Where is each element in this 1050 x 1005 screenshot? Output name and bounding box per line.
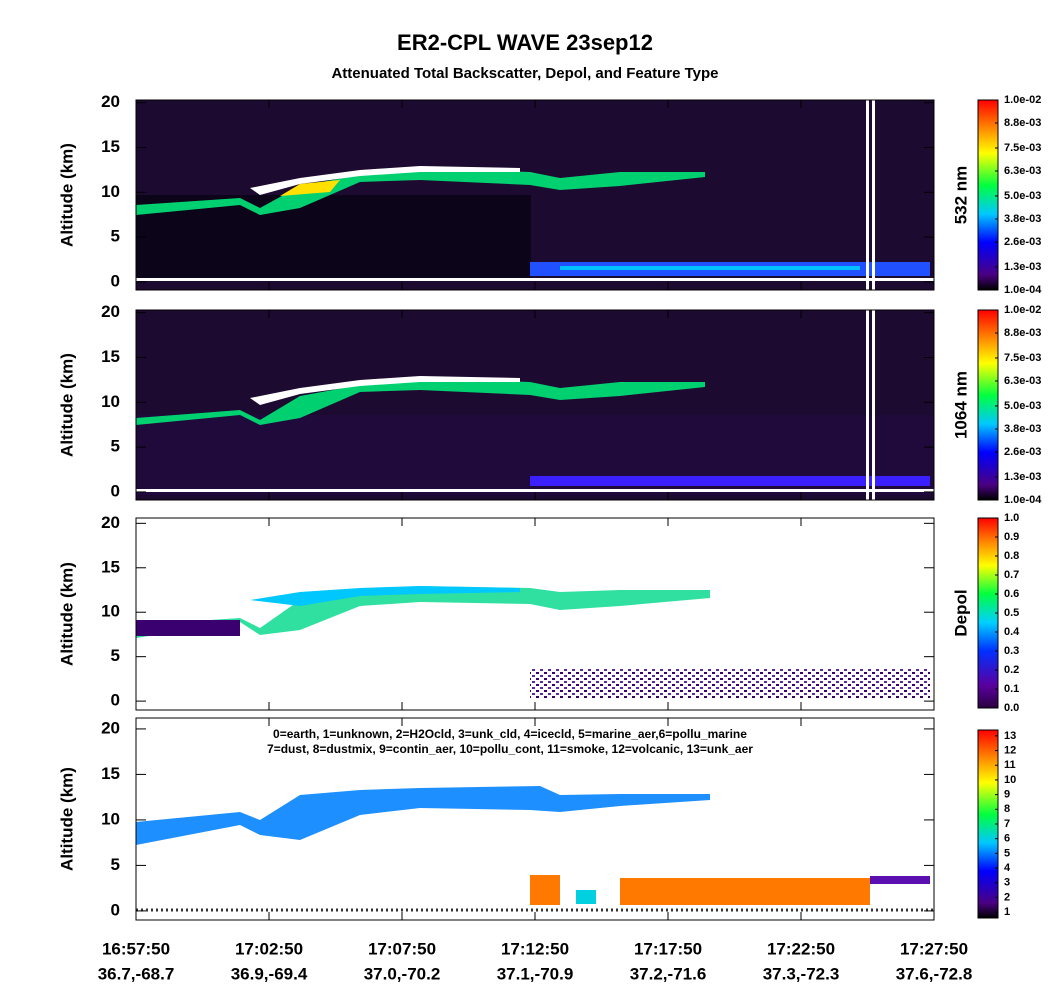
colorbar xyxy=(977,99,999,291)
colorbar-tick-label: 0.2 xyxy=(1004,664,1019,676)
x-tick-location: 37.1,-70.9 xyxy=(497,964,574,983)
colorbar-tick-label: 2.6e-03 xyxy=(1004,446,1041,458)
y-axis-label: Altitude (km) xyxy=(57,562,76,666)
colorbar-tick-label: 0.1 xyxy=(1004,683,1019,695)
colorbar-tick-label: 5.0e-03 xyxy=(1004,190,1041,202)
colorbar-tick-label: 0.5 xyxy=(1004,607,1019,619)
colorbar-tick-label: 13 xyxy=(1004,730,1016,742)
x-tick-label: 17:17:50 xyxy=(634,939,702,958)
colorbar-tick-label: 3.8e-03 xyxy=(1004,213,1041,225)
colorbar-tick-label: 7.5e-03 xyxy=(1004,352,1041,364)
x-tick-label: 17:07:50 xyxy=(368,939,436,958)
colorbar-tick-label: 0.6 xyxy=(1004,588,1019,600)
colorbar-tick-label: 3 xyxy=(1004,877,1010,889)
colorbar-tick-label: 1.3e-03 xyxy=(1004,471,1041,483)
y-tick-label: 5 xyxy=(111,646,120,665)
x-tick-label: 17:02:50 xyxy=(235,939,303,958)
feature-legend-line: 0=earth, 1=unknown, 2=H2Ocld, 3=unk_cld,… xyxy=(273,727,747,741)
x-tick-location: 36.7,-68.7 xyxy=(98,964,175,983)
colorbar-tick-label: 2.6e-03 xyxy=(1004,236,1041,248)
y-tick-label: 10 xyxy=(101,602,120,621)
colorbar-tick-label: 12 xyxy=(1004,744,1016,756)
colorbar-tick-label: 1.0 xyxy=(1004,512,1019,524)
y-axis-label: Altitude (km) xyxy=(57,767,76,871)
colorbar xyxy=(977,309,999,501)
y-axis-label: Altitude (km) xyxy=(57,353,76,457)
y-tick-label: 5 xyxy=(111,437,120,456)
feature-type-image xyxy=(136,786,934,912)
colorbar-tick-label: 5 xyxy=(1004,847,1010,859)
y-tick-label: 20 xyxy=(101,92,120,111)
x-tick-location: 37.0,-70.2 xyxy=(364,964,441,983)
colorbar-tick-label: 8.8e-03 xyxy=(1004,327,1041,339)
colorbar-tick-label: 0.7 xyxy=(1004,569,1019,581)
colorbar-tick-label: 1.0e-02 xyxy=(1004,94,1041,106)
y-tick-label: 15 xyxy=(101,137,120,156)
colorbar-tick-label: 0.3 xyxy=(1004,645,1019,657)
colorbar-tick-label: 7.5e-03 xyxy=(1004,142,1041,154)
y-axis-label: Altitude (km) xyxy=(57,143,76,247)
x-tick-label: 16:57:50 xyxy=(102,939,170,958)
colorbar-tick-label: 7 xyxy=(1004,818,1010,830)
y-tick-label: 5 xyxy=(111,855,120,874)
feature-legend-line: 7=dust, 8=dustmix, 9=contin_aer, 10=poll… xyxy=(267,742,753,756)
colorbar-tick-label: 6.3e-03 xyxy=(1004,375,1041,387)
y-tick-label: 0 xyxy=(111,900,120,919)
backscatter-1064-image xyxy=(136,310,934,500)
colorbar-label: Depol xyxy=(951,589,970,636)
colorbar-tick-label: 1.0e-04 xyxy=(1004,284,1042,296)
colorbar-label: 532 nm xyxy=(951,166,970,225)
y-tick-label: 0 xyxy=(111,481,120,500)
depol-image xyxy=(136,586,930,698)
colorbar-tick-label: 1.0e-04 xyxy=(1004,494,1042,506)
colorbar-tick-label: 4 xyxy=(1004,862,1011,874)
x-tick-label: 17:22:50 xyxy=(767,939,835,958)
colorbar-tick-label: 0.4 xyxy=(1004,626,1020,638)
x-tick-location: 37.6,-72.8 xyxy=(896,964,973,983)
x-tick-location: 36.9,-69.4 xyxy=(231,964,308,983)
y-tick-label: 10 xyxy=(101,809,120,828)
x-tick-location: 37.3,-72.3 xyxy=(763,964,840,983)
colorbar-tick-label: 6 xyxy=(1004,833,1010,845)
colorbar-tick-label: 9 xyxy=(1004,789,1010,801)
colorbar-tick-label: 5.0e-03 xyxy=(1004,400,1041,412)
y-tick-label: 20 xyxy=(101,718,120,737)
y-tick-label: 10 xyxy=(101,182,120,201)
backscatter-532-image xyxy=(136,100,934,290)
y-tick-label: 20 xyxy=(101,513,120,532)
colorbar-tick-label: 1 xyxy=(1004,906,1010,918)
y-tick-label: 5 xyxy=(111,227,120,246)
colorbar-tick-label: 3.8e-03 xyxy=(1004,423,1041,435)
colorbar-tick-label: 1.3e-03 xyxy=(1004,261,1041,273)
y-tick-label: 20 xyxy=(101,302,120,321)
x-tick-label: 17:27:50 xyxy=(900,939,968,958)
y-tick-label: 15 xyxy=(101,764,120,783)
colorbar-tick-label: 6.3e-03 xyxy=(1004,165,1041,177)
subtitle: Attenuated Total Backscatter, Depol, and… xyxy=(331,65,718,82)
y-tick-label: 0 xyxy=(111,271,120,290)
colorbar-tick-label: 2 xyxy=(1004,891,1010,903)
colorbar-tick-label: 10 xyxy=(1004,774,1016,786)
y-tick-label: 10 xyxy=(101,392,120,411)
title: ER2-CPL WAVE 23sep12 xyxy=(397,30,653,55)
y-tick-label: 15 xyxy=(101,347,120,366)
x-tick-label: 17:12:50 xyxy=(501,939,569,958)
colorbar-tick-label: 11 xyxy=(1004,759,1016,771)
y-tick-label: 0 xyxy=(111,691,120,710)
colorbar-tick-label: 8.8e-03 xyxy=(1004,117,1041,129)
colorbar-tick-label: 8 xyxy=(1004,803,1010,815)
x-tick-location: 37.2,-71.6 xyxy=(630,964,707,983)
colorbar-label: 1064 nm xyxy=(951,371,970,439)
colorbar-tick-label: 1.0e-02 xyxy=(1004,304,1041,316)
colorbar-tick-label: 0.9 xyxy=(1004,531,1019,543)
y-tick-label: 15 xyxy=(101,557,120,576)
colorbar-tick-label: 0.0 xyxy=(1004,702,1019,714)
colorbar-tick-label: 0.8 xyxy=(1004,550,1019,562)
